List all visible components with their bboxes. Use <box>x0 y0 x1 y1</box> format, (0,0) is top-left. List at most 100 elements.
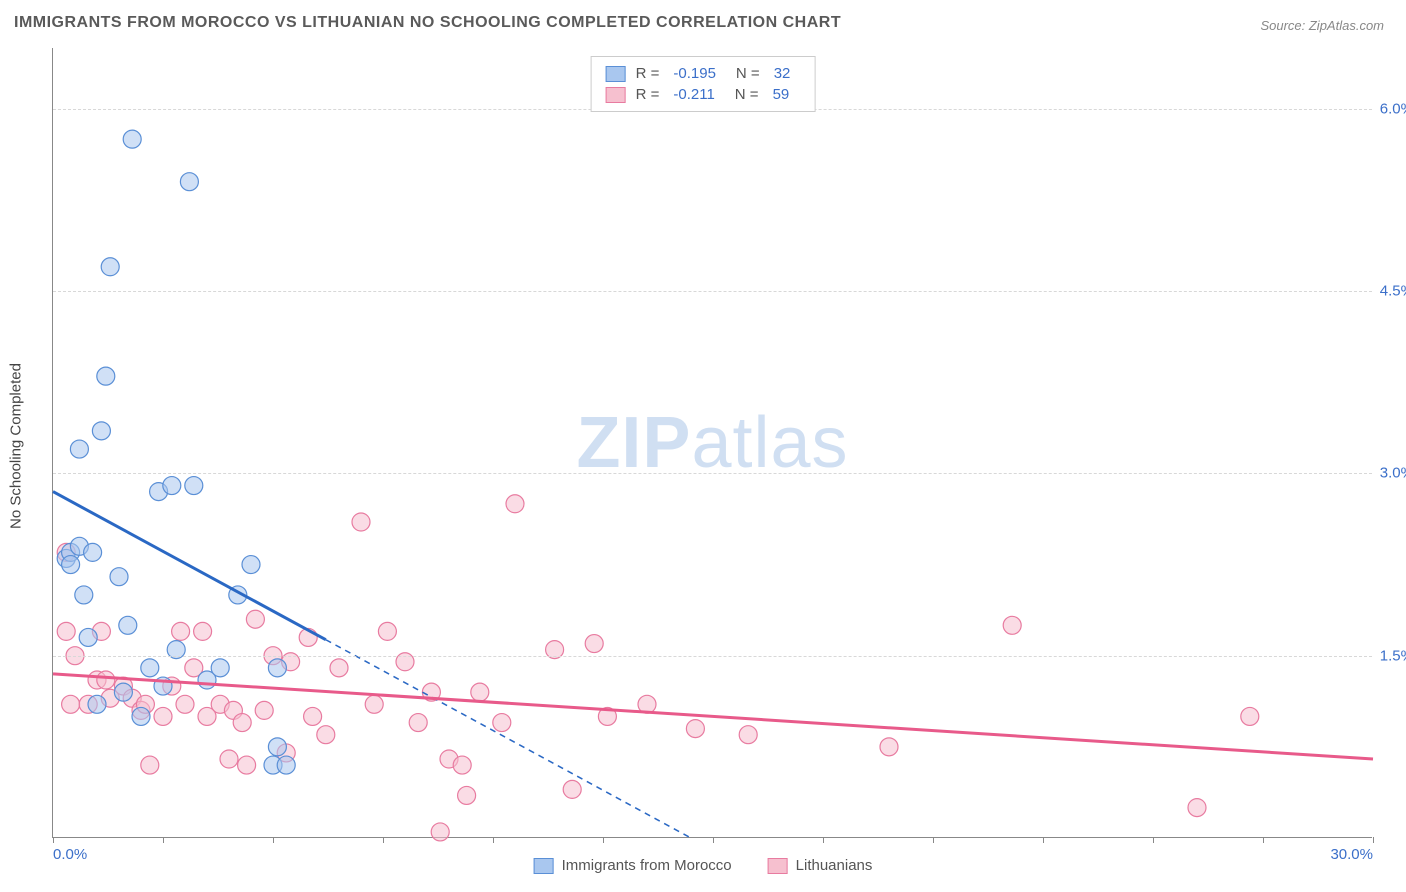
swatch-bottom-1 <box>534 858 554 874</box>
xtick <box>933 837 934 843</box>
data-point <box>277 756 295 774</box>
data-point <box>92 422 110 440</box>
data-point <box>75 586 93 604</box>
data-point <box>119 616 137 634</box>
xtick <box>1043 837 1044 843</box>
data-point <box>141 756 159 774</box>
legend-row-series-2: R = -0.211 N = 59 <box>606 84 801 105</box>
data-point <box>563 780 581 798</box>
data-point <box>471 683 489 701</box>
data-point <box>57 622 75 640</box>
xtick <box>383 837 384 843</box>
data-point <box>458 786 476 804</box>
data-point <box>506 495 524 513</box>
data-point <box>84 543 102 561</box>
xtick <box>823 837 824 843</box>
data-point <box>242 556 260 574</box>
data-point <box>110 568 128 586</box>
ytick-label: 1.5% <box>1364 647 1406 664</box>
data-point <box>97 671 115 689</box>
legend-label-2: Lithuanians <box>796 857 873 874</box>
data-point <box>1003 616 1021 634</box>
legend-item-2: Lithuanians <box>768 857 873 874</box>
data-point <box>453 756 471 774</box>
correlation-legend: R = -0.195 N = 32 R = -0.211 N = 59 <box>591 56 816 112</box>
data-point <box>172 622 190 640</box>
data-point <box>493 714 511 732</box>
chart-title: IMMIGRANTS FROM MOROCCO VS LITHUANIAN NO… <box>14 14 841 32</box>
xtick <box>1153 837 1154 843</box>
xtick <box>1263 837 1264 843</box>
data-point <box>233 714 251 732</box>
xtick <box>163 837 164 843</box>
data-point <box>62 556 80 574</box>
data-point <box>246 610 264 628</box>
legend-label-1: Immigrants from Morocco <box>562 857 732 874</box>
xtick <box>713 837 714 843</box>
xtick <box>273 837 274 843</box>
xtick-label: 30.0% <box>1330 846 1373 863</box>
data-point <box>409 714 427 732</box>
ytick-label: 4.5% <box>1364 283 1406 300</box>
data-point <box>79 628 97 646</box>
data-point <box>114 683 132 701</box>
data-point <box>185 477 203 495</box>
data-point <box>268 659 286 677</box>
chart-container: IMMIGRANTS FROM MOROCCO VS LITHUANIAN NO… <box>0 0 1406 892</box>
legend-row-series-1: R = -0.195 N = 32 <box>606 63 801 84</box>
data-point <box>176 695 194 713</box>
data-point <box>268 738 286 756</box>
r-value-2: -0.211 <box>673 86 714 103</box>
legend-item-1: Immigrants from Morocco <box>534 857 732 874</box>
swatch-series-2 <box>606 87 626 103</box>
data-point <box>585 635 603 653</box>
data-point <box>686 720 704 738</box>
plot-svg <box>53 48 1372 837</box>
swatch-series-1 <box>606 66 626 82</box>
data-point <box>62 695 80 713</box>
ytick-label: 6.0% <box>1364 100 1406 117</box>
data-point <box>255 701 273 719</box>
gridline <box>53 291 1372 292</box>
data-point <box>352 513 370 531</box>
swatch-bottom-2 <box>768 858 788 874</box>
r-value-1: -0.195 <box>673 65 716 82</box>
xtick <box>493 837 494 843</box>
regression-line <box>326 640 691 838</box>
data-point <box>317 726 335 744</box>
data-point <box>123 130 141 148</box>
n-value-2: 59 <box>773 86 790 103</box>
data-point <box>154 707 172 725</box>
data-point <box>70 440 88 458</box>
plot-area: ZIPatlas 1.5%3.0%4.5%6.0%0.0%30.0% <box>52 48 1372 838</box>
ytick-label: 3.0% <box>1364 465 1406 482</box>
data-point <box>378 622 396 640</box>
data-point <box>141 659 159 677</box>
data-point <box>220 750 238 768</box>
data-point <box>330 659 348 677</box>
data-point <box>304 707 322 725</box>
data-point <box>180 173 198 191</box>
data-point <box>431 823 449 841</box>
xtick-label: 0.0% <box>53 846 87 863</box>
gridline <box>53 656 1372 657</box>
xtick <box>1373 837 1374 843</box>
regression-line <box>53 492 326 640</box>
source-attribution: Source: ZipAtlas.com <box>1260 18 1384 33</box>
gridline <box>53 473 1372 474</box>
data-point <box>211 659 229 677</box>
y-axis-label: No Schooling Completed <box>8 363 25 529</box>
data-point <box>163 477 181 495</box>
data-point <box>101 258 119 276</box>
regression-line <box>53 674 1373 759</box>
data-point <box>238 756 256 774</box>
data-point <box>194 622 212 640</box>
xtick <box>603 837 604 843</box>
data-point <box>739 726 757 744</box>
n-value-1: 32 <box>774 65 791 82</box>
data-point <box>880 738 898 756</box>
data-point <box>97 367 115 385</box>
series-legend: Immigrants from Morocco Lithuanians <box>534 857 873 874</box>
data-point <box>1241 707 1259 725</box>
data-point <box>1188 799 1206 817</box>
